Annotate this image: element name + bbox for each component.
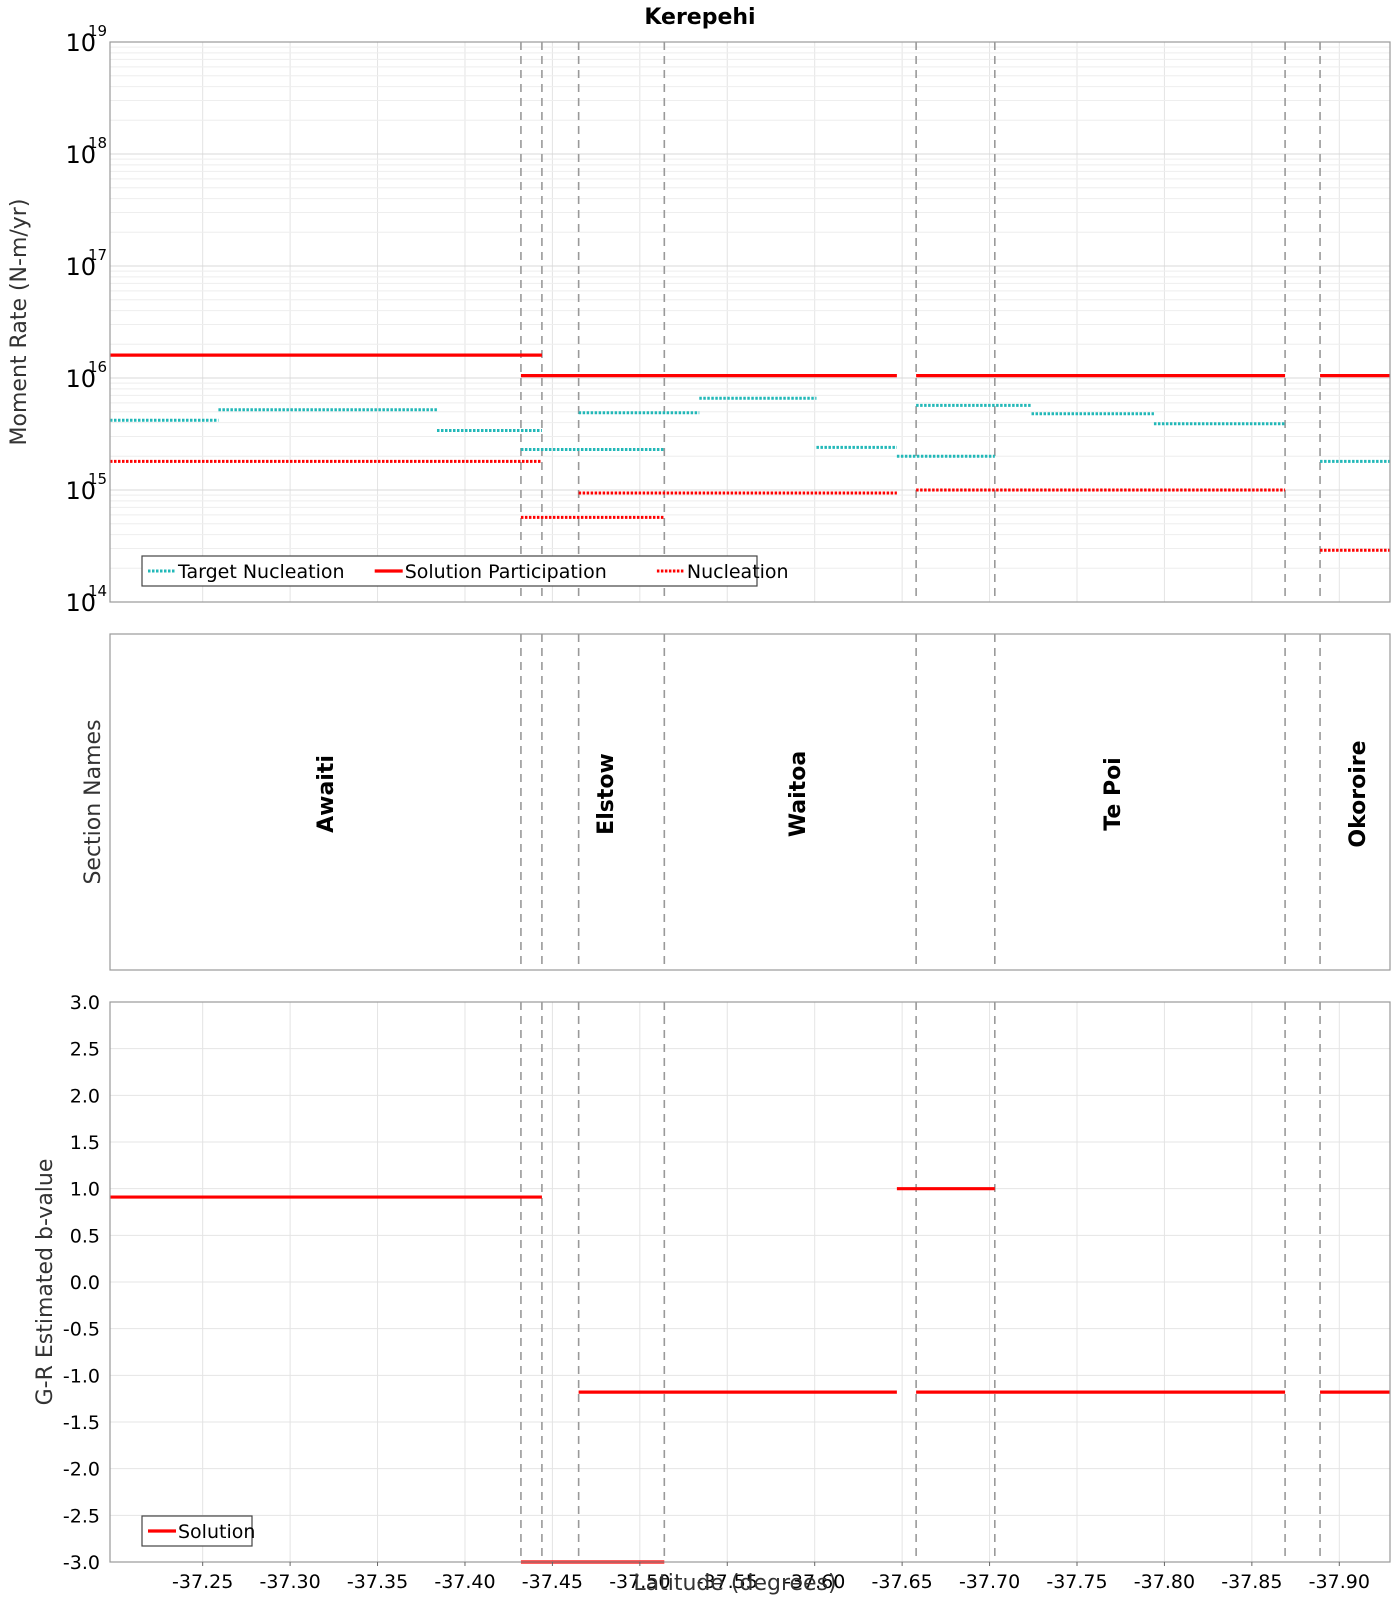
section-name-label: Waitoa [786,751,811,837]
x-tick-label: -37.25 [172,1571,233,1593]
y-tick-exponent: 19 [88,22,107,40]
y-tick-label-log: 10 [65,141,96,169]
y-tick-label: 2.0 [70,1085,100,1107]
panel-background-1 [110,634,1390,970]
y-tick-label: 2.5 [70,1039,100,1061]
x-tick-label: -37.75 [1046,1571,1107,1593]
y-tick-label: -1.5 [63,1412,100,1434]
section-name-label: Elstow [594,753,619,835]
y-axis-label-section-names: Section Names [81,719,106,884]
x-tick-label: -37.70 [959,1571,1020,1593]
y-axis-label-b-value: G-R Estimated b-value [33,1159,58,1406]
x-tick-label: -37.60 [784,1571,845,1593]
y-tick-label: -1.0 [63,1365,100,1387]
y-tick-label: 0.5 [70,1225,100,1247]
x-tick-label: -37.55 [697,1571,758,1593]
y-tick-label: 0.0 [70,1272,100,1294]
x-tick-label: -37.85 [1221,1571,1282,1593]
y-tick-label: 1.5 [70,1132,100,1154]
panel-background-0 [110,42,1390,602]
x-tick-label: -37.35 [347,1571,408,1593]
section-name-label: Awaiti [314,755,339,833]
y-tick-label-log: 10 [65,477,96,505]
y-tick-label-log: 10 [65,365,96,393]
y-tick-label-log: 10 [65,589,96,617]
chart-title: Kerepehi [644,5,755,30]
x-tick-label: -37.30 [259,1571,320,1593]
legend-label: Solution [178,1521,255,1543]
legend-label: Solution Participation [405,561,607,583]
y-tick-label: -3.0 [63,1552,100,1574]
panel-frame-0 [109,41,1391,603]
y-tick-label: -2.5 [63,1505,100,1527]
y-tick-label-log: 10 [65,253,96,281]
y-axis-label-moment-rate: Moment Rate (N-m/yr) [7,199,32,446]
y-tick-exponent: 15 [88,470,107,488]
section-name-label: Okoroire [1346,740,1371,847]
y-tick-label: 3.0 [70,992,100,1014]
x-tick-label: -37.90 [1309,1571,1370,1593]
y-tick-label: -0.5 [63,1319,100,1341]
legend-moment-rate-box [141,555,758,587]
panel-frame-1 [109,633,1391,971]
y-tick-label: 1.0 [70,1179,100,1201]
legend-label: Target Nucleation [177,561,345,583]
x-tick-label: -37.40 [434,1571,495,1593]
y-tick-exponent: 18 [88,134,107,152]
y-tick-label: -2.0 [63,1459,100,1481]
legend-label: Nucleation [687,561,789,583]
y-tick-exponent: 14 [88,582,107,600]
y-tick-exponent: 16 [88,358,107,376]
x-axis-label: Latitude (degrees) [633,1571,836,1596]
panel-frame-2 [109,1001,1391,1563]
x-tick-label: -37.65 [872,1571,933,1593]
section-name-label: Te Poi [1101,757,1126,830]
x-tick-label: -37.45 [522,1571,583,1593]
x-tick-label: -37.50 [609,1571,670,1593]
y-tick-exponent: 17 [88,246,107,264]
x-tick-label: -37.80 [1134,1571,1195,1593]
y-tick-label-log: 10 [65,29,96,57]
